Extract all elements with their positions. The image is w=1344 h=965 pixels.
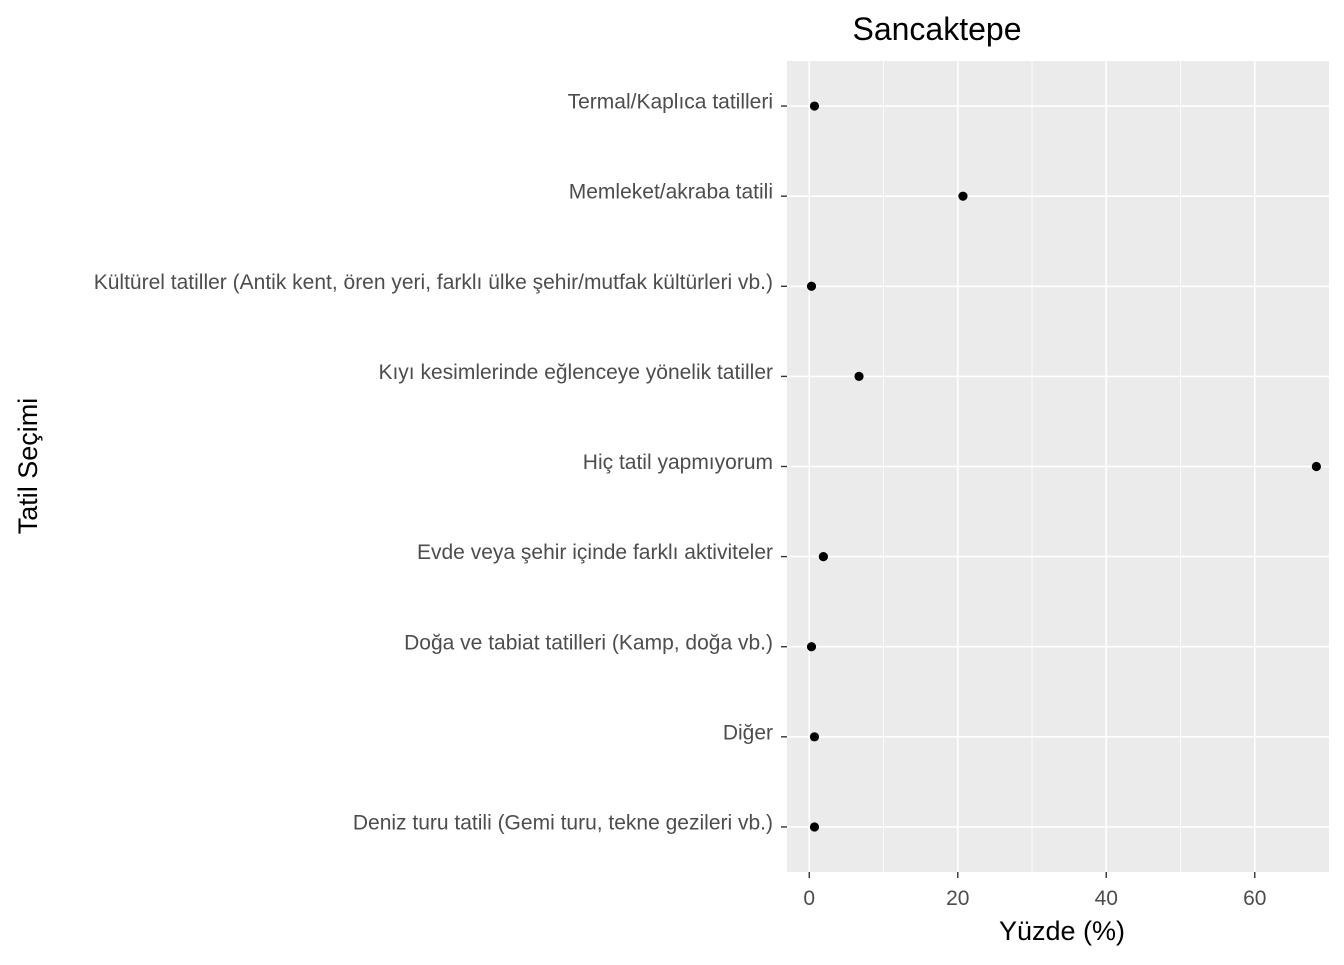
data-point	[806, 281, 817, 291]
data-point	[1311, 461, 1321, 472]
x-tick-label: 60	[1243, 887, 1266, 910]
y-tick-label: Doğa ve tabiat tatilleri (Kamp, doğa vb.…	[404, 631, 773, 654]
y-axis-title: Tatil Seçimi	[13, 398, 43, 535]
data-point	[818, 552, 828, 562]
y-tick-label: Kıyı kesimlerinde eğlenceye yönelik tati…	[378, 361, 773, 384]
y-tick-label: Hiç tatil yapmıyorum	[583, 451, 773, 474]
x-axis-title: Yüzde (%)	[999, 916, 1125, 946]
data-point	[809, 732, 820, 742]
data-point	[809, 822, 820, 832]
data-point	[809, 101, 820, 111]
y-tick-label: Diğer	[723, 721, 773, 744]
y-tick-label: Memleket/akraba tatili	[569, 181, 773, 204]
y-tick-label: Deniz turu tatili (Gemi turu, tekne gezi…	[353, 811, 773, 834]
chart-title: Sancaktepe	[852, 11, 1021, 47]
y-tick-label: Termal/Kaplıca tatilleri	[568, 91, 773, 114]
y-axis-ticks: Termal/Kaplıca tatilleri Memleket/akraba …	[94, 91, 787, 834]
data-points	[806, 101, 1321, 832]
data-point	[958, 191, 968, 201]
data-point	[854, 371, 864, 381]
x-tick-label: 0	[803, 887, 815, 910]
y-tick-label: Kültürel tatiller (Antik kent, ören yeri…	[94, 271, 773, 294]
x-tick-label: 20	[946, 887, 969, 910]
grid-lines	[787, 61, 1329, 872]
x-axis-ticks: 0 20 40 60	[803, 872, 1266, 910]
data-point	[806, 642, 817, 652]
y-tick-label: Evde veya şehir içinde farklı aktivitele…	[417, 541, 773, 564]
x-tick-label: 40	[1095, 887, 1118, 910]
